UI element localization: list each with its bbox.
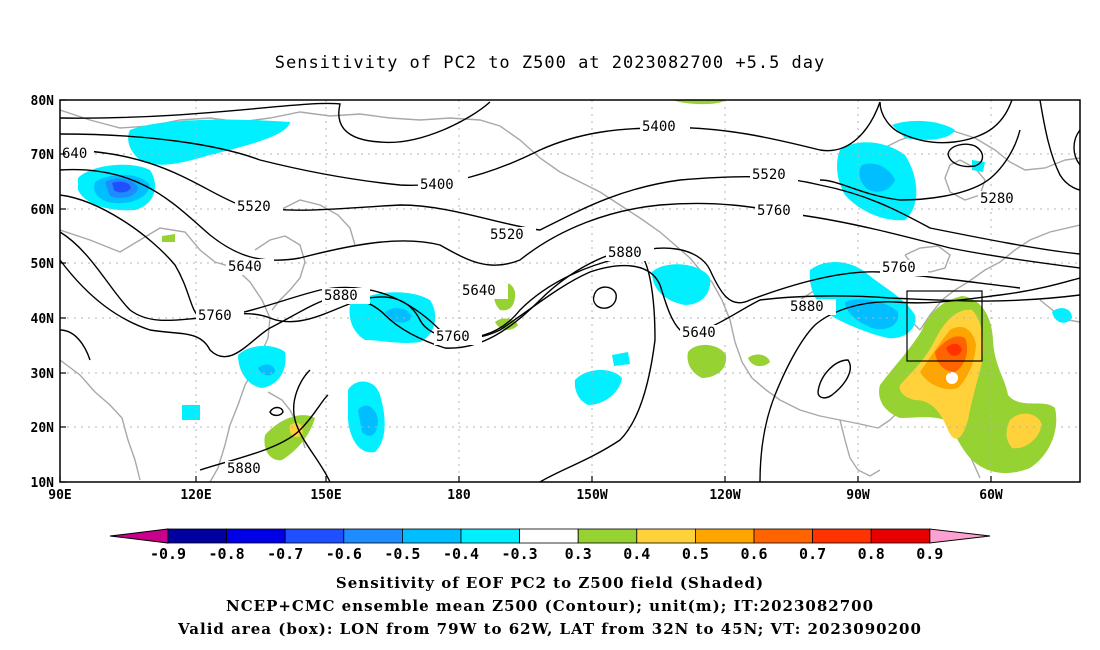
lon-label: 60W — [979, 488, 1003, 503]
latitude-labels: 80N 70N 60N 50N 40N 30N 20N 10N — [31, 94, 55, 491]
axis-ticks — [59, 99, 992, 483]
colorbar-swatch — [636, 528, 696, 544]
lat-label: 60N — [31, 203, 55, 218]
lon-label: 120E — [180, 488, 211, 503]
colorbar-label: -0.4 — [443, 545, 479, 563]
map-title: Sensitivity of PC2 to Z500 at 2023082700… — [275, 53, 826, 73]
lat-label: 10N — [31, 476, 55, 491]
colorbar-swatch — [167, 528, 227, 544]
contour-label: 5880 — [790, 299, 824, 315]
colorbar-swatch — [695, 528, 755, 544]
colorbar-label: 0.4 — [623, 545, 650, 563]
lat-label: 30N — [31, 367, 55, 382]
colorbar-label: -0.3 — [502, 545, 538, 563]
lon-label: 150W — [576, 488, 607, 503]
colorbar-swatch — [870, 528, 931, 544]
contour-label: 5520 — [752, 167, 786, 183]
lat-label: 50N — [31, 257, 55, 272]
contour-label: 5760 — [198, 308, 232, 324]
colorbar-swatch — [577, 528, 638, 544]
caption-line-2: NCEP+CMC ensemble mean Z500 (Contour); u… — [226, 597, 874, 615]
sensitivity-shading — [78, 100, 1072, 474]
contour-label: 5280 — [980, 191, 1014, 207]
contour-label: 5640 — [682, 325, 716, 341]
colorbar-arrow-left — [109, 528, 169, 544]
contour-label: 5640 — [228, 259, 262, 275]
contour-label: 5760 — [882, 260, 916, 276]
contour-label: 640 — [62, 146, 87, 162]
lat-label: 80N — [31, 94, 55, 109]
colorbar-label: 0.6 — [740, 545, 767, 563]
lon-label: 150E — [310, 488, 341, 503]
map-plot-area: 640 5400 5520 5640 5760 5880 5400 5520 5… — [60, 100, 1080, 482]
lon-label: 120W — [709, 488, 740, 503]
colorbar-label: 0.9 — [916, 545, 943, 563]
colorbar: -0.9 -0.8 -0.7 -0.6 -0.5 -0.4 -0.3 0.3 0.4 0.5 0.6… — [109, 528, 991, 563]
longitude-labels: 90E 120E 150E 180 150W 120W 90W 60W — [48, 488, 1003, 503]
colorbar-label: -0.7 — [267, 545, 303, 563]
contour-label: 5880 — [608, 245, 642, 261]
contour-label: 5400 — [420, 177, 454, 193]
map-frame — [59, 99, 1081, 483]
colorbar-swatch — [284, 528, 345, 544]
contour-label: 5520 — [490, 227, 524, 243]
valid-area-box — [906, 290, 983, 362]
contour-labels: 640 5400 5520 5640 5760 5880 5400 5520 5… — [60, 119, 1026, 477]
colorbar-swatch — [460, 528, 520, 544]
contour-label: 5880 — [324, 288, 358, 304]
contour-label: 5520 — [237, 199, 271, 215]
contour-label: 5400 — [642, 119, 676, 135]
colorbar-label: -0.6 — [326, 545, 362, 563]
colorbar-swatch — [753, 528, 813, 544]
colorbar-swatch — [519, 528, 579, 544]
contour-label: 5880 — [227, 461, 261, 477]
colorbar-arrow-right — [929, 528, 991, 544]
lon-label: 180 — [447, 488, 471, 503]
colorbar-label: 0.5 — [682, 545, 709, 563]
caption-line-3: Valid area (box): LON from 79W to 62W, L… — [177, 620, 922, 638]
colorbar-label: -0.8 — [209, 545, 245, 563]
lat-label: 70N — [31, 148, 55, 163]
lon-label: 90E — [48, 488, 71, 503]
colorbar-label: -0.9 — [150, 545, 186, 563]
colorbar-label: 0.3 — [565, 545, 592, 563]
colorbar-swatch — [343, 528, 403, 544]
caption-line-1: Sensitivity of EOF PC2 to Z500 field (Sh… — [336, 574, 764, 592]
colorbar-label: -0.5 — [384, 545, 420, 563]
colorbar-swatch — [226, 528, 286, 544]
lat-label: 20N — [31, 421, 55, 436]
contour-label: 5760 — [757, 203, 791, 219]
colorbar-label: 0.8 — [858, 545, 885, 563]
contour-label: 5640 — [462, 283, 496, 299]
colorbar-swatch — [812, 528, 872, 544]
contour-label: 5760 — [436, 329, 470, 345]
colorbar-swatch — [401, 528, 462, 544]
colorbar-label: 0.7 — [799, 545, 826, 563]
lon-label: 90W — [846, 488, 870, 503]
lat-label: 40N — [31, 312, 55, 327]
